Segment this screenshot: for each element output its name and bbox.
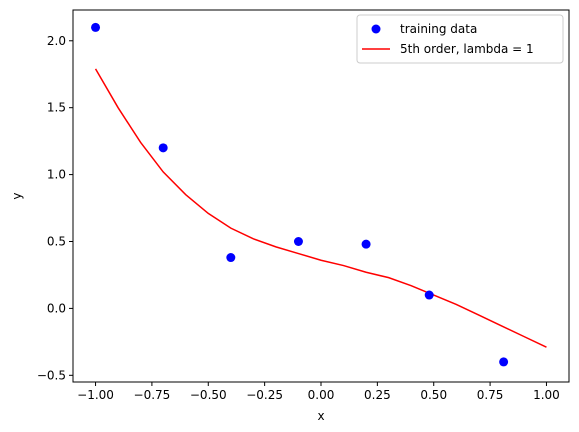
data-point xyxy=(158,143,168,153)
y-tick-label: 1.5 xyxy=(47,101,66,115)
x-tick-label: 0.25 xyxy=(364,388,391,402)
fit-line-layer xyxy=(94,68,547,348)
x-tick-label: 0.50 xyxy=(420,388,447,402)
data-point xyxy=(293,236,303,246)
data-point xyxy=(361,239,371,249)
y-tick-label: 0.0 xyxy=(47,301,66,315)
x-tick-label: −0.75 xyxy=(134,388,171,402)
data-point xyxy=(499,357,509,367)
legend-box xyxy=(356,14,564,64)
x-tick-label: −0.25 xyxy=(246,388,283,402)
x-tick-label: −0.50 xyxy=(190,388,227,402)
legend-marker-training-data xyxy=(371,24,381,34)
legend-label-fit: 5th order, lambda = 1 xyxy=(400,42,534,56)
y-tick-label: −0.5 xyxy=(37,368,66,382)
data-point-layer xyxy=(91,22,509,367)
plot-background xyxy=(73,10,569,382)
data-point xyxy=(226,253,236,263)
y-axis-label: y xyxy=(10,192,24,199)
fit-line xyxy=(94,68,547,348)
x-tick-label: 1.00 xyxy=(533,388,560,402)
x-tick-label: 0.00 xyxy=(308,388,335,402)
y-tick-label: 2.0 xyxy=(47,34,66,48)
data-point xyxy=(424,290,434,300)
x-tick-label: −1.00 xyxy=(77,388,114,402)
y-tick-label: 1.0 xyxy=(47,168,66,182)
data-point xyxy=(91,22,101,32)
legend: training data 5th order, lambda = 1 xyxy=(356,14,564,64)
x-axis-ticks: −1.00 −0.75 −0.50 −0.25 0.00 0.25 0.50 0.75 1.00 xyxy=(77,382,560,402)
legend-label-training-data: training data xyxy=(400,22,477,36)
y-tick-label: 0.5 xyxy=(47,234,66,248)
x-axis-label: x xyxy=(317,409,324,423)
y-axis-ticks: −0.5 0.0 0.5 1.0 1.5 2.0 xyxy=(37,34,73,382)
x-tick-label: 0.75 xyxy=(477,388,504,402)
